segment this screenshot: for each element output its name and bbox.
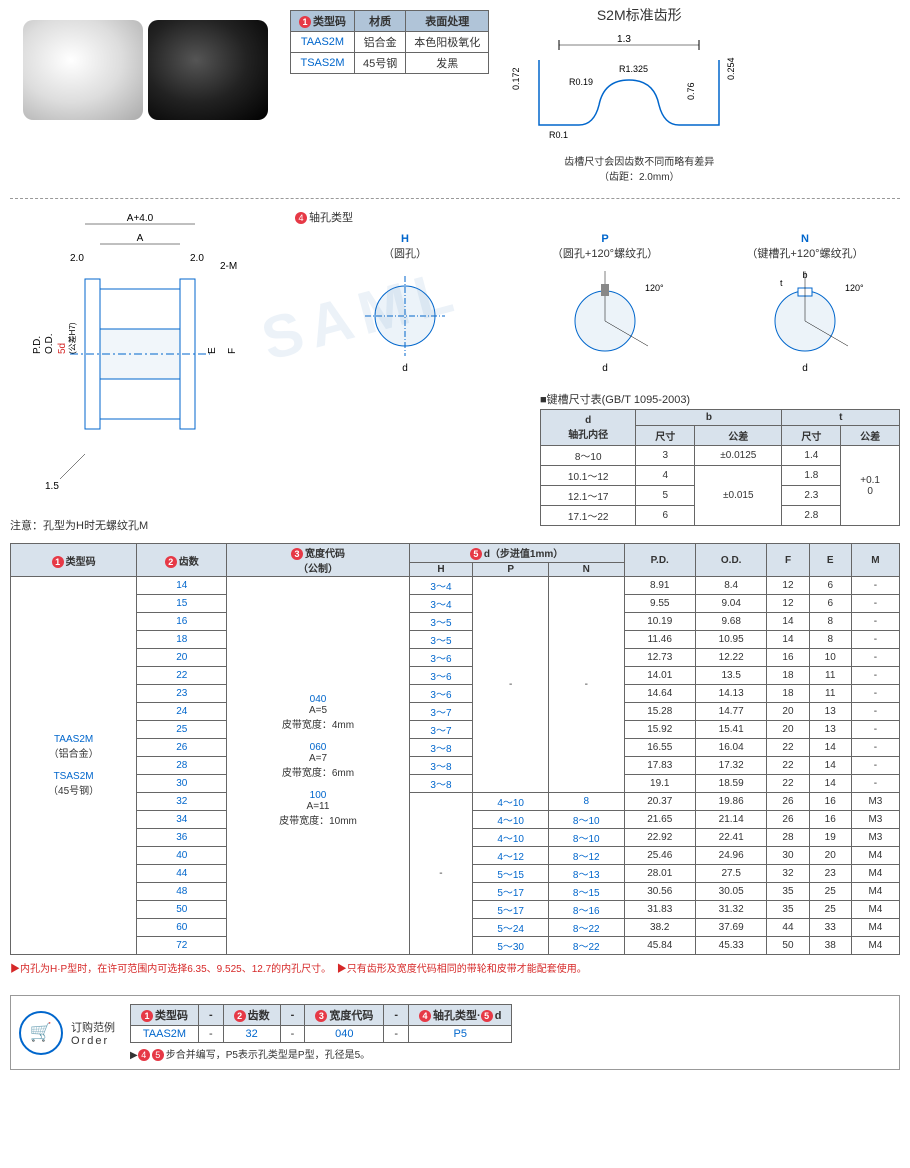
svg-text:5d: 5d xyxy=(57,343,68,354)
svg-text:F: F xyxy=(227,348,238,354)
svg-text:E: E xyxy=(207,347,218,354)
svg-text:d: d xyxy=(402,363,408,374)
svg-text:120°: 120° xyxy=(845,283,864,293)
svg-text:0.172: 0.172 xyxy=(511,67,521,90)
svg-text:0.254: 0.254 xyxy=(726,57,736,80)
svg-text:(公差H7): (公差H7) xyxy=(67,322,77,354)
svg-text:b: b xyxy=(802,270,807,280)
svg-text:1.3: 1.3 xyxy=(617,34,631,45)
svg-text:2.0: 2.0 xyxy=(70,253,84,264)
svg-text:d: d xyxy=(602,363,608,374)
svg-text:120°: 120° xyxy=(645,283,664,293)
cross-section-diagram: A+4.0 A 2.0 2.0 2-M P.D. O.D. 5d (公差H7) … xyxy=(10,209,280,533)
svg-text:t: t xyxy=(780,278,783,288)
svg-text:A: A xyxy=(137,233,144,244)
diagram-note: 注意：孔型为H时无螺纹孔M xyxy=(10,517,280,533)
svg-text:A+4.0: A+4.0 xyxy=(127,213,154,224)
svg-text:2.0: 2.0 xyxy=(190,253,204,264)
tooth-profile: S2M标准齿形 1.3 0.254 0.172 R0.19 R1.325 0.7… xyxy=(499,5,779,183)
bore-types-section: 4轴孔类型 H（圆孔） P（圆孔+120°螺纹孔） N（键槽孔+120°螺纹孔）… xyxy=(295,209,900,533)
svg-text:R0.19: R0.19 xyxy=(569,77,593,87)
svg-text:2-M: 2-M xyxy=(220,261,237,272)
product-photo xyxy=(10,5,280,135)
svg-text:1.5: 1.5 xyxy=(45,481,59,492)
footnotes: ▶内孔为H·P型时，在许可范围内可选择6.35、9.525、12.7的内孔尺寸。… xyxy=(10,960,900,975)
cart-icon: 🛒 xyxy=(19,1011,63,1055)
svg-text:R0.1: R0.1 xyxy=(549,130,568,140)
svg-text:R1.325: R1.325 xyxy=(619,64,648,74)
svg-text:d: d xyxy=(802,363,808,374)
svg-text:0.76: 0.76 xyxy=(686,82,696,100)
material-table: 1类型码材质表面处理 TAAS2M铝合金本色阳极氧化 TSAS2M45号钢发黑 xyxy=(290,10,489,74)
main-spec-table: 1类型码 2齿数 3宽度代码（公制） 5d（步进值1mm） P.D. O.D. … xyxy=(10,543,900,955)
keyway-table: ■键槽尺寸表(GB/T 1095-2003) d轴孔内径bt 尺寸公差尺寸公差 … xyxy=(540,391,900,526)
order-example: 🛒 订购范例Order 1类型码- 2齿数- 3宽度代码- 4轴孔类型·5d T… xyxy=(10,995,900,1070)
svg-text:O.D.: O.D. xyxy=(44,333,55,354)
svg-text:P.D.: P.D. xyxy=(32,336,43,354)
